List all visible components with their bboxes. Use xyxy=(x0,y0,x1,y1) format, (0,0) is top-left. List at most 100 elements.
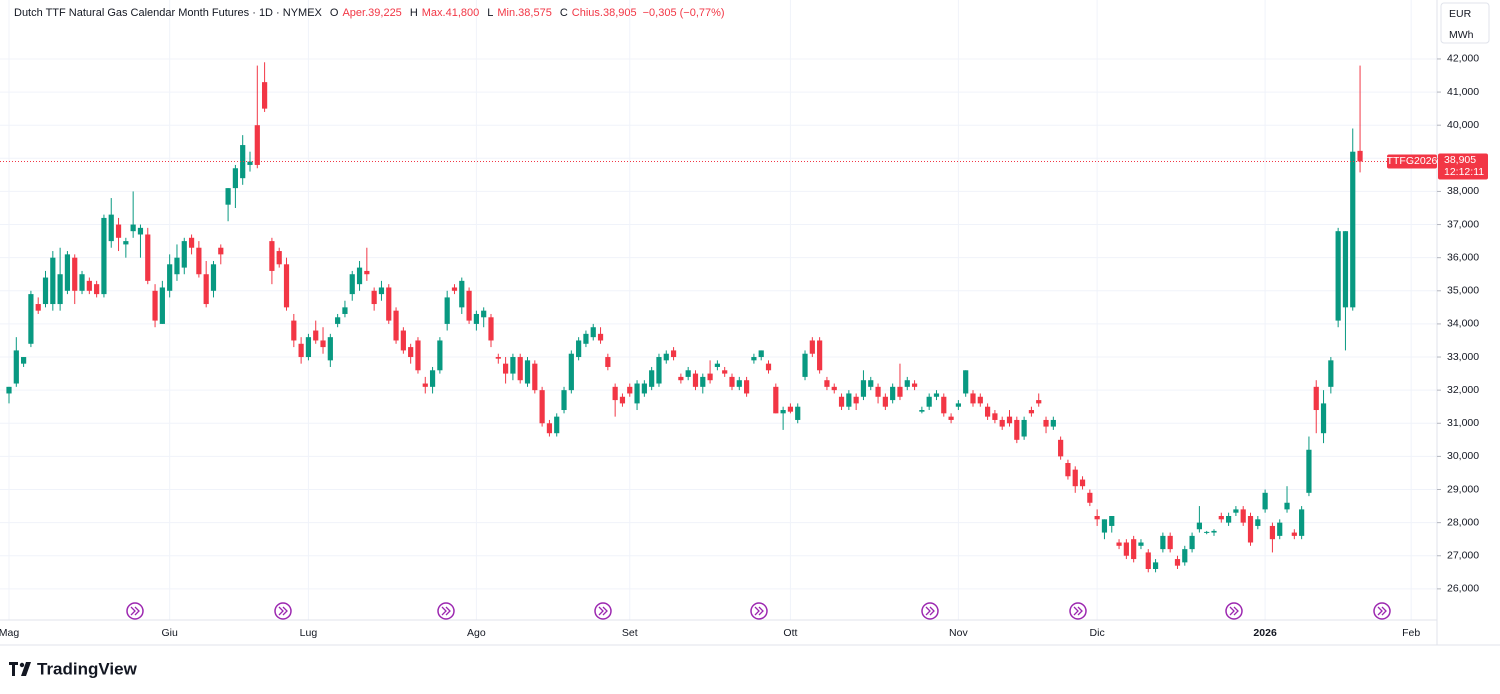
candle-body xyxy=(393,310,399,341)
candle-body xyxy=(744,380,750,394)
candle-body xyxy=(232,168,238,189)
y-tick-label: 35,000 xyxy=(1447,285,1479,297)
candle-body xyxy=(313,330,319,341)
candle-body xyxy=(203,274,209,305)
candle-body xyxy=(656,357,662,384)
candle-body xyxy=(196,247,202,275)
candle-body xyxy=(378,287,385,295)
candle-body xyxy=(152,290,158,321)
candle-body xyxy=(985,406,991,417)
candle-body xyxy=(1036,400,1042,404)
candle-body xyxy=(21,357,27,364)
candle-body xyxy=(283,264,290,308)
x-tick-label: Ago xyxy=(467,627,486,639)
event-icon-arrow xyxy=(754,606,764,616)
legend-key: H xyxy=(410,7,418,19)
candle-body xyxy=(1182,549,1188,563)
candle-body xyxy=(714,363,720,367)
candle-body xyxy=(1050,419,1056,427)
candle-body xyxy=(1021,419,1027,437)
symbol-label: TTFG2026 xyxy=(1387,155,1438,167)
candle-body xyxy=(678,376,684,381)
candle-body xyxy=(356,267,363,285)
event-icon-arrow xyxy=(598,606,608,616)
candle-body xyxy=(335,317,341,324)
candle-body xyxy=(970,393,976,404)
candle-body xyxy=(1211,530,1217,533)
unit-box[interactable] xyxy=(1440,2,1490,44)
candle-body xyxy=(481,310,487,318)
currency: EUR xyxy=(1449,8,1472,20)
legend: Dutch TTF Natural Gas Calendar Month Fut… xyxy=(14,7,725,19)
candle-body xyxy=(94,284,100,295)
candle-body xyxy=(1087,492,1093,503)
candle-body xyxy=(386,287,392,321)
candle-body xyxy=(79,274,85,291)
candle-body xyxy=(619,396,626,404)
candle-body xyxy=(459,280,465,308)
candle-body xyxy=(291,320,297,341)
candle-body xyxy=(649,370,655,387)
candle-body xyxy=(1262,492,1268,510)
legend-label: Aper. xyxy=(342,7,368,19)
y-tick-label: 37,000 xyxy=(1447,218,1479,230)
candle-body xyxy=(72,257,78,291)
candle-body xyxy=(546,423,553,434)
legend-label: Min. xyxy=(497,7,518,19)
x-tick-label: Feb xyxy=(1402,627,1420,639)
candle-body xyxy=(181,241,187,268)
candle-body xyxy=(882,396,888,407)
candle-body xyxy=(532,363,538,391)
candle-body xyxy=(831,386,837,391)
logo-shape xyxy=(21,662,31,676)
candle-body xyxy=(1101,519,1108,533)
x-tick-label: Lug xyxy=(300,627,318,639)
candle-body xyxy=(590,327,596,338)
legend-key: C xyxy=(560,7,568,19)
candle-body xyxy=(1116,542,1122,546)
legend-title: Dutch TTF Natural Gas Calendar Month Fut… xyxy=(14,7,323,19)
legend-value: 41,800 xyxy=(446,7,480,19)
candle-body xyxy=(262,82,268,109)
candle-body xyxy=(524,360,531,384)
candles xyxy=(6,62,1363,573)
candle-body xyxy=(276,251,282,265)
candle-body xyxy=(1357,150,1363,162)
candle-body xyxy=(1306,449,1312,493)
candle-body xyxy=(911,383,918,387)
candle-body xyxy=(1152,562,1159,569)
candle-body xyxy=(948,416,954,420)
candle-body xyxy=(1299,509,1305,536)
brand-logo xyxy=(9,662,31,676)
candle-body xyxy=(1320,403,1327,434)
x-tick-label: Nov xyxy=(949,627,968,639)
candle-body xyxy=(349,274,355,295)
candle-body xyxy=(853,396,859,404)
candle-body xyxy=(188,237,195,248)
logo-shape xyxy=(12,662,15,676)
candle-body xyxy=(773,386,779,414)
candle-body xyxy=(408,347,414,358)
logo-shape xyxy=(19,662,25,668)
candle-body xyxy=(1131,539,1137,560)
y-tick-label: 41,000 xyxy=(1447,86,1479,98)
candle-body xyxy=(868,380,874,387)
candle-body xyxy=(28,294,34,344)
candle-body xyxy=(466,290,472,321)
candle-body xyxy=(700,376,706,387)
candle-body xyxy=(320,340,326,348)
y-tick-label: 36,000 xyxy=(1447,251,1479,263)
event-icon-arrow xyxy=(441,606,451,616)
unit: MWh xyxy=(1449,29,1474,41)
candle-body xyxy=(634,383,640,404)
y-tick-label: 29,000 xyxy=(1447,483,1479,495)
candle-body xyxy=(488,317,494,341)
candle-body xyxy=(1233,509,1239,513)
symbol-tag xyxy=(1387,154,1437,169)
candle-body xyxy=(707,373,713,381)
legend-value: 38,575 xyxy=(518,7,552,19)
candle-body xyxy=(517,357,523,381)
candle-body xyxy=(795,406,801,420)
